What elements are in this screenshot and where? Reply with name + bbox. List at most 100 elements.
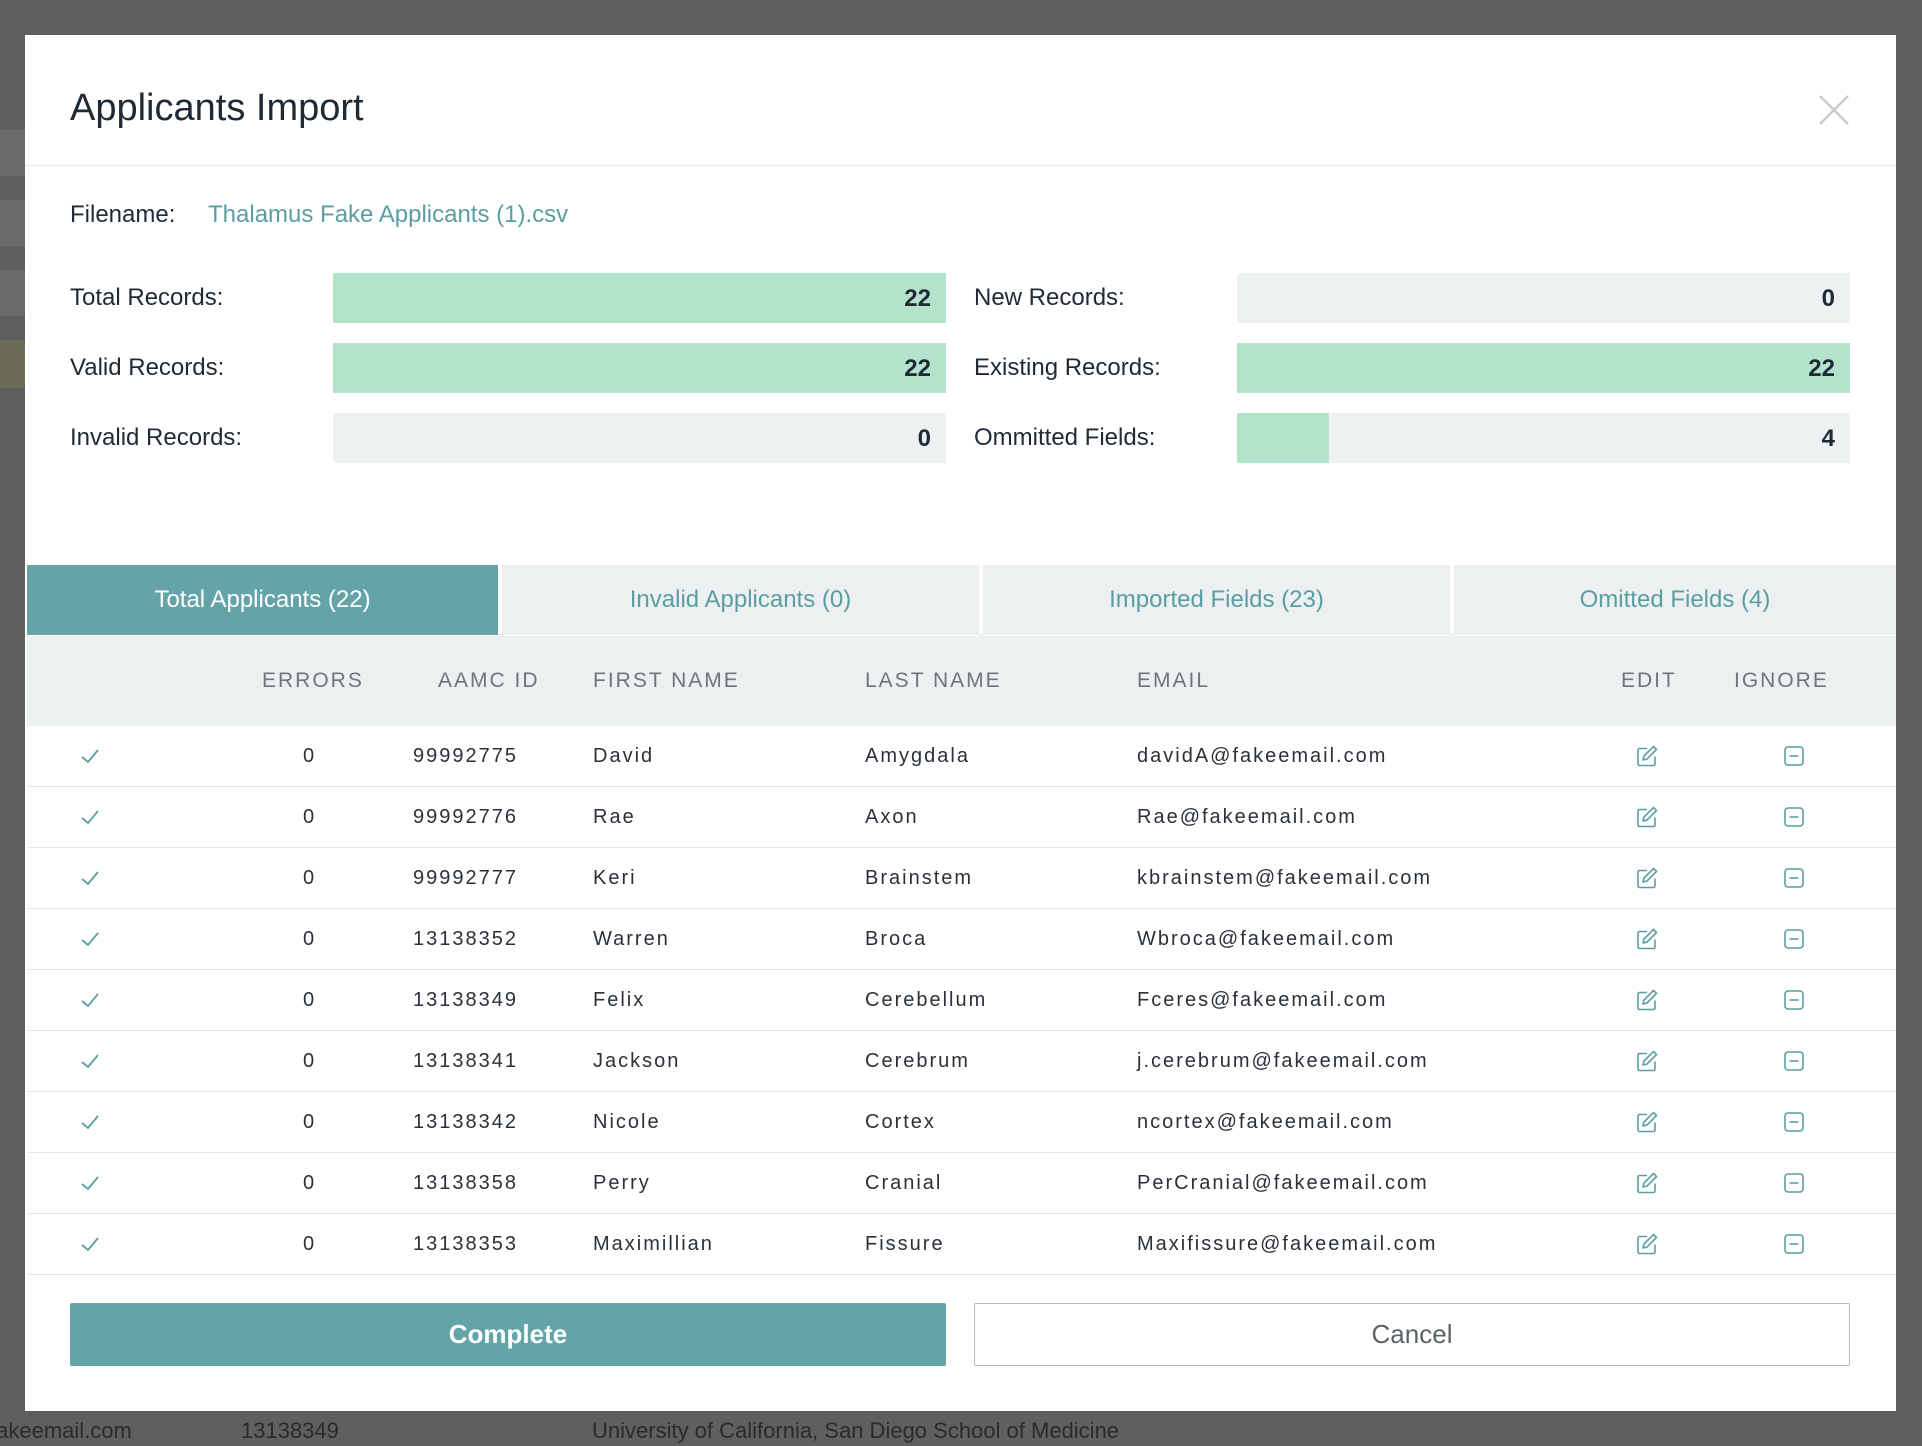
header-errors[interactable]: ERRORS: [262, 669, 364, 692]
stat-fill: [333, 273, 946, 323]
edit-icon[interactable]: [1635, 744, 1659, 768]
tab-omitted-fields[interactable]: Omitted Fields (4): [1454, 565, 1896, 635]
filename-row: Filename: Thalamus Fake Applicants (1).c…: [70, 201, 568, 229]
edit-icon[interactable]: [1635, 927, 1659, 951]
cell-last-name: Cerebrum: [865, 1050, 970, 1072]
stat-total-records: Total Records: 22: [70, 273, 946, 323]
stat-bar: 22: [1237, 343, 1850, 393]
ignore-icon[interactable]: [1782, 744, 1806, 768]
header-last-name[interactable]: LAST NAME: [865, 669, 1002, 692]
stat-value: 4: [1821, 425, 1835, 452]
cell-email: Wbroca@fakeemail.com: [1137, 928, 1396, 950]
cell-first-name: Maximillian: [593, 1233, 714, 1255]
header-edit: EDIT: [1621, 669, 1677, 692]
cell-aamc-id: 13138341: [413, 1050, 518, 1072]
close-icon: [1819, 95, 1849, 125]
ignore-icon[interactable]: [1782, 1171, 1806, 1195]
edit-icon[interactable]: [1635, 805, 1659, 829]
table-row: 0 13138349 Felix Cerebellum Fceres@fakeemail…: [27, 970, 1896, 1031]
header-first-name[interactable]: FIRST NAME: [593, 669, 740, 692]
valid-check-icon: [79, 1233, 101, 1255]
valid-check-icon: [79, 928, 101, 950]
cell-last-name: Cerebellum: [865, 989, 988, 1011]
background-strip: [0, 270, 26, 316]
edit-icon[interactable]: [1635, 1232, 1659, 1256]
ignore-icon[interactable]: [1782, 1110, 1806, 1134]
cell-errors: 0: [303, 1050, 317, 1072]
valid-check-icon: [79, 1111, 101, 1133]
stat-value: 22: [904, 285, 931, 312]
valid-check-icon: [79, 989, 101, 1011]
table-row: 0 13138352 Warren Broca Wbroca@fakeemail.com: [27, 909, 1896, 970]
stat-label: Valid Records:: [70, 354, 225, 381]
tab-imported-fields[interactable]: Imported Fields (23): [983, 565, 1450, 635]
stat-label: Total Records:: [70, 284, 224, 311]
cell-email: davidA@fakeemail.com: [1137, 745, 1388, 767]
cell-email: PerCranial@fakeemail.com: [1137, 1172, 1429, 1194]
ignore-icon[interactable]: [1782, 927, 1806, 951]
import-modal: Applicants Import Filename: Thalamus Fak…: [25, 35, 1896, 1411]
stat-value: 0: [1821, 285, 1835, 312]
background-strip: [0, 340, 26, 388]
cell-first-name: Rae: [593, 806, 636, 828]
cell-last-name: Axon: [865, 806, 919, 828]
stat-bar: 22: [333, 343, 946, 393]
cell-first-name: Jackson: [593, 1050, 681, 1072]
tab-total-applicants[interactable]: Total Applicants (22): [27, 565, 498, 635]
stat-bar: 0: [333, 413, 946, 463]
table-row: 0 99992775 David Amygdala davidA@fakeemail.c…: [27, 726, 1896, 787]
close-button[interactable]: [1817, 93, 1851, 127]
cell-email: Rae@fakeemail.com: [1137, 806, 1357, 828]
cell-email: Maxifissure@fakeemail.com: [1137, 1233, 1438, 1255]
edit-icon[interactable]: [1635, 1049, 1659, 1073]
table-row: 0 13138353 Maximillian Fissure Maxifissure@f…: [27, 1214, 1896, 1275]
cell-aamc-id: 13138352: [413, 928, 518, 950]
background-email: fakeemail.com: [0, 1418, 132, 1443]
ignore-icon[interactable]: [1782, 988, 1806, 1012]
stat-fill: [333, 343, 946, 393]
header-email[interactable]: EMAIL: [1137, 669, 1211, 692]
valid-check-icon: [79, 1050, 101, 1072]
cell-aamc-id: 99992776: [413, 806, 518, 828]
tab-invalid-applicants[interactable]: Invalid Applicants (0): [502, 565, 979, 635]
background-id: 13138349: [241, 1418, 339, 1443]
stat-value: 22: [904, 355, 931, 382]
valid-check-icon: [79, 806, 101, 828]
valid-check-icon: [79, 745, 101, 767]
ignore-icon[interactable]: [1782, 805, 1806, 829]
cell-aamc-id: 13138349: [413, 989, 518, 1011]
stat-bar: 22: [333, 273, 946, 323]
ignore-icon[interactable]: [1782, 1049, 1806, 1073]
valid-check-icon: [79, 867, 101, 889]
stat-value: 22: [1808, 355, 1835, 382]
edit-icon[interactable]: [1635, 866, 1659, 890]
ignore-icon[interactable]: [1782, 866, 1806, 890]
stat-existing-records: Existing Records: 22: [974, 343, 1850, 393]
stat-fill: [1237, 343, 1850, 393]
cell-errors: 0: [303, 806, 317, 828]
table-row: 0 99992776 Rae Axon Rae@fakeemail.com: [27, 787, 1896, 848]
stat-label: New Records:: [974, 284, 1125, 311]
cell-email: Fceres@fakeemail.com: [1137, 989, 1388, 1011]
cell-errors: 0: [303, 1111, 317, 1133]
table-header: ERRORS AAMC ID FIRST NAME LAST NAME EMAI…: [27, 636, 1896, 726]
ignore-icon[interactable]: [1782, 1232, 1806, 1256]
edit-icon[interactable]: [1635, 1110, 1659, 1134]
cancel-button[interactable]: Cancel: [974, 1303, 1850, 1366]
stat-omitted-fields: Ommitted Fields: 4: [974, 413, 1850, 463]
stat-new-records: New Records: 0: [974, 273, 1850, 323]
background-strip: [0, 130, 26, 176]
background-school: University of California, San Diego Scho…: [592, 1418, 1120, 1443]
background-strip: [0, 200, 26, 246]
cell-aamc-id: 13138353: [413, 1233, 518, 1255]
edit-icon[interactable]: [1635, 988, 1659, 1012]
cell-errors: 0: [303, 1233, 317, 1255]
modal-header: Applicants Import: [25, 35, 1896, 166]
applicants-table: ERRORS AAMC ID FIRST NAME LAST NAME EMAI…: [27, 636, 1896, 1275]
edit-icon[interactable]: [1635, 1171, 1659, 1195]
complete-button[interactable]: Complete: [70, 1303, 946, 1366]
header-aamc-id[interactable]: AAMC ID: [438, 669, 540, 692]
table-row: 0 99992777 Keri Brainstem kbrainstem@fakeema…: [27, 848, 1896, 909]
stat-fill: [1237, 413, 1329, 463]
stat-label: Invalid Records:: [70, 424, 243, 451]
